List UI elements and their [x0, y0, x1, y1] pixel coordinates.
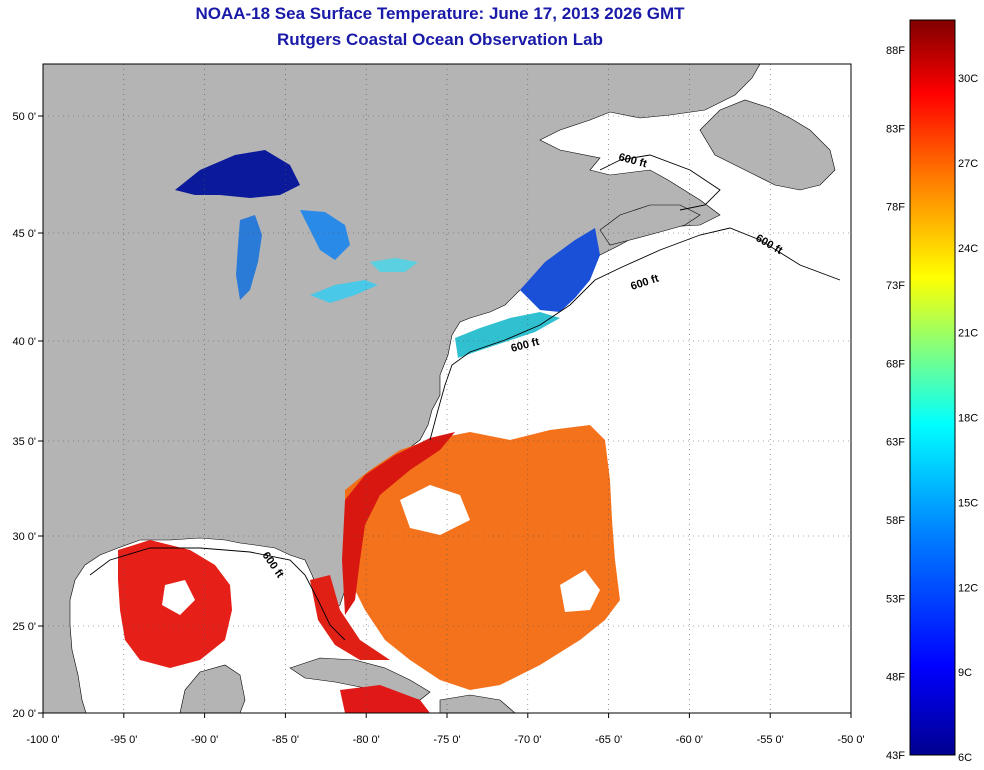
colorbar-c-label: 15C: [958, 497, 978, 509]
land-hispaniola: [439, 694, 516, 713]
lat-tick-label: 35 0': [12, 436, 36, 448]
lon-tick-label: -70 0': [514, 734, 541, 746]
sst-cloud-gap-2: [560, 570, 600, 612]
lon-tick-label: -60 0': [676, 734, 703, 746]
colorbar-f-label: 58F: [886, 515, 905, 527]
colorbar-c-label: 9C: [958, 667, 972, 679]
colorbar-f-label: 48F: [886, 672, 905, 684]
land-cuba: [289, 657, 431, 701]
land-nova-scotia: [599, 204, 701, 246]
colorbar-c-label: 12C: [958, 582, 978, 594]
sst-western-atlantic: [345, 425, 620, 690]
land-north-america: [43, 64, 761, 713]
colorbar-f-label: 63F: [886, 437, 905, 449]
axis-ticks: -100 0' -95 0' -90 0' -85 0' -80 0' -75 0' -70…: [12, 111, 864, 746]
lon-tick-label: -95 0': [110, 734, 137, 746]
lon-tick-label: -80 0': [353, 734, 380, 746]
colorbar-c-label: 24C: [958, 243, 978, 255]
colorbar-f-label: 73F: [886, 280, 905, 292]
sst-florida-strait: [310, 575, 390, 660]
sst-lake-michigan: [236, 215, 262, 300]
colorbar-f-label: 88F: [886, 45, 905, 57]
colorbar-f-label: 83F: [886, 123, 905, 135]
colorbar-f-label: 68F: [886, 358, 905, 370]
sst-caribbean: [340, 685, 430, 713]
colorbar-f-label: 43F: [886, 750, 905, 762]
sst-gulf-of-maine: [520, 228, 600, 312]
sst-lake-ontario: [370, 258, 418, 272]
sst-lake-huron: [300, 210, 350, 260]
colorbar-c-label: 18C: [958, 413, 978, 425]
colorbar-c-label: 21C: [958, 328, 978, 340]
sst-cloud-gap-1: [400, 485, 470, 535]
colorbar: [909, 19, 956, 756]
lon-tick-label: -75 0': [433, 734, 460, 746]
contour-600ft: [89, 154, 841, 641]
lat-tick-label: 45 0': [12, 228, 36, 240]
lon-tick-label: -85 0': [272, 734, 299, 746]
colorbar-c-label: 27C: [958, 158, 978, 170]
lon-tick-label: -100 0': [26, 734, 59, 746]
sst-gulf-cloud-gap: [162, 580, 195, 615]
sst-lake-erie: [310, 280, 378, 303]
lat-tick-label: 50 0': [12, 111, 36, 123]
colorbar-f-label: 78F: [886, 202, 905, 214]
lon-tick-label: -50 0': [837, 734, 864, 746]
lat-tick-label: 25 0': [12, 621, 36, 633]
colorbar-f-label: 53F: [886, 593, 905, 605]
lon-tick-label: -65 0': [595, 734, 622, 746]
map-title: NOAA-18 Sea Surface Temperature: June 17…: [195, 4, 685, 23]
colorbar-c-label: 6C: [958, 752, 972, 764]
lat-tick-label: 20 0': [12, 708, 36, 720]
sst-lake-superior: [175, 150, 300, 198]
lat-tick-label: 30 0': [12, 531, 36, 543]
lon-tick-label: -55 0': [757, 734, 784, 746]
sst-gulf-stream-core: [342, 432, 455, 615]
sst-mid-atlantic-shelf: [455, 312, 560, 358]
lat-tick-label: 40 0': [12, 336, 36, 348]
land-newfoundland: [699, 99, 836, 191]
colorbar-c-label: 30C: [958, 73, 978, 85]
land-yucatan: [179, 664, 246, 713]
lon-tick-label: -90 0': [191, 734, 218, 746]
colorbar-fahrenheit-labels: 88F 83F 78F 73F 68F 63F 58F 53F 48F 43F: [886, 45, 905, 762]
map-subtitle: Rutgers Coastal Ocean Observation Lab: [277, 30, 603, 49]
colorbar-celsius-labels: 30C 27C 24C 21C 18C 15C 12C 9C 6C: [958, 73, 978, 764]
